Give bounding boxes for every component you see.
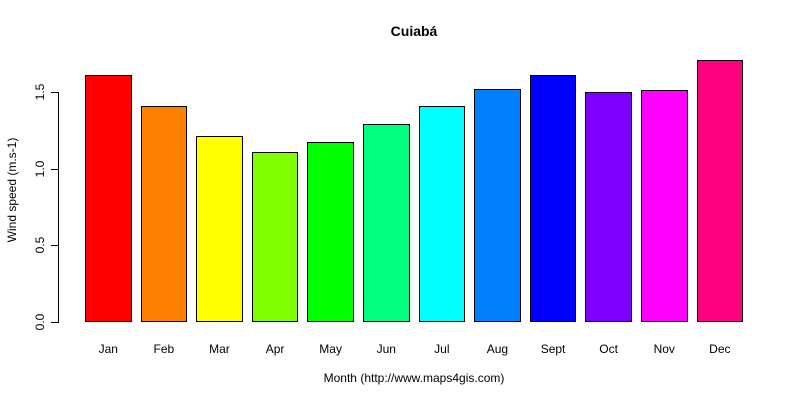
bar-nov bbox=[641, 90, 688, 322]
y-axis-line bbox=[58, 91, 59, 323]
bar-jul bbox=[418, 105, 466, 322]
bar-mar bbox=[196, 136, 243, 322]
x-axis-category-label: Aug bbox=[486, 342, 509, 356]
x-axis-category-label: Jan bbox=[98, 342, 118, 356]
y-axis-tick bbox=[51, 245, 58, 247]
x-axis-category-label: Feb bbox=[153, 342, 175, 356]
y-axis-tick-label: 1.0 bbox=[33, 160, 47, 177]
y-axis-tick bbox=[51, 91, 58, 93]
x-axis-category-label: Jun bbox=[376, 342, 396, 356]
chart-title: Cuiabá bbox=[390, 23, 438, 39]
x-axis-category-label: Mar bbox=[209, 342, 230, 356]
bar-jun bbox=[363, 123, 410, 322]
y-axis-tick bbox=[51, 322, 58, 323]
bar-aug bbox=[474, 88, 521, 322]
bar-apr bbox=[251, 151, 299, 322]
bar-dec bbox=[696, 59, 744, 322]
y-axis-tick-label: 0.5 bbox=[33, 236, 47, 254]
y-axis-tick bbox=[51, 168, 58, 170]
bar-oct bbox=[585, 91, 632, 322]
x-axis-category-label: Jul bbox=[434, 342, 450, 356]
x-axis-category-label: May bbox=[319, 342, 342, 356]
x-axis-category-label: Nov bbox=[653, 342, 675, 356]
bar-sept bbox=[529, 74, 577, 322]
x-axis-category-label: Apr bbox=[265, 342, 285, 356]
y-axis-tick-label: 0.0 bbox=[33, 313, 47, 331]
bar-may bbox=[307, 142, 354, 322]
x-axis-label: Month (http://www.maps4gis.com) bbox=[323, 371, 505, 385]
bar-jan bbox=[85, 74, 132, 322]
bar-feb bbox=[140, 105, 188, 322]
y-axis-label: Wind speed (m.s-1) bbox=[5, 137, 19, 243]
x-axis-category-label: Oct bbox=[599, 342, 618, 356]
y-axis-tick-label: 1.5 bbox=[33, 83, 47, 101]
x-axis-category-label: Dec bbox=[709, 342, 731, 356]
x-axis-category-label: Sept bbox=[540, 342, 566, 356]
